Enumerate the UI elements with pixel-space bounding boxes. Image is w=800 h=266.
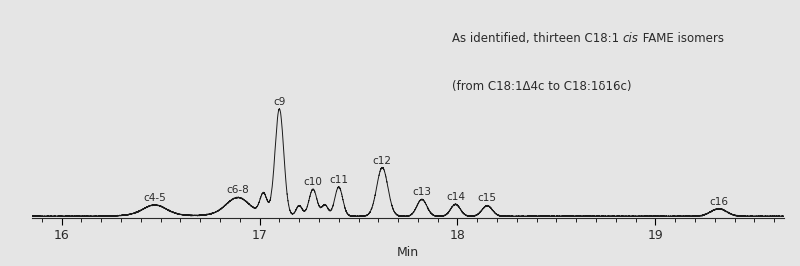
Text: c6-8: c6-8 (226, 185, 249, 196)
X-axis label: Min: Min (397, 246, 419, 259)
Text: As identified, thirteen C18:1: As identified, thirteen C18:1 (452, 32, 623, 45)
Text: c11: c11 (330, 174, 348, 185)
Text: (from C18:1Δ4c to C18:1δ16c): (from C18:1Δ4c to C18:1δ16c) (452, 80, 631, 93)
Text: c14: c14 (446, 192, 465, 202)
Text: c9: c9 (273, 97, 286, 107)
Text: FAME isomers: FAME isomers (638, 32, 724, 45)
Text: c12: c12 (373, 156, 392, 165)
Text: cis: cis (623, 32, 638, 45)
Text: c10: c10 (303, 177, 322, 187)
Text: c4-5: c4-5 (143, 193, 166, 203)
Text: c13: c13 (412, 187, 431, 197)
Text: c16: c16 (709, 197, 728, 207)
Text: c15: c15 (478, 193, 497, 203)
